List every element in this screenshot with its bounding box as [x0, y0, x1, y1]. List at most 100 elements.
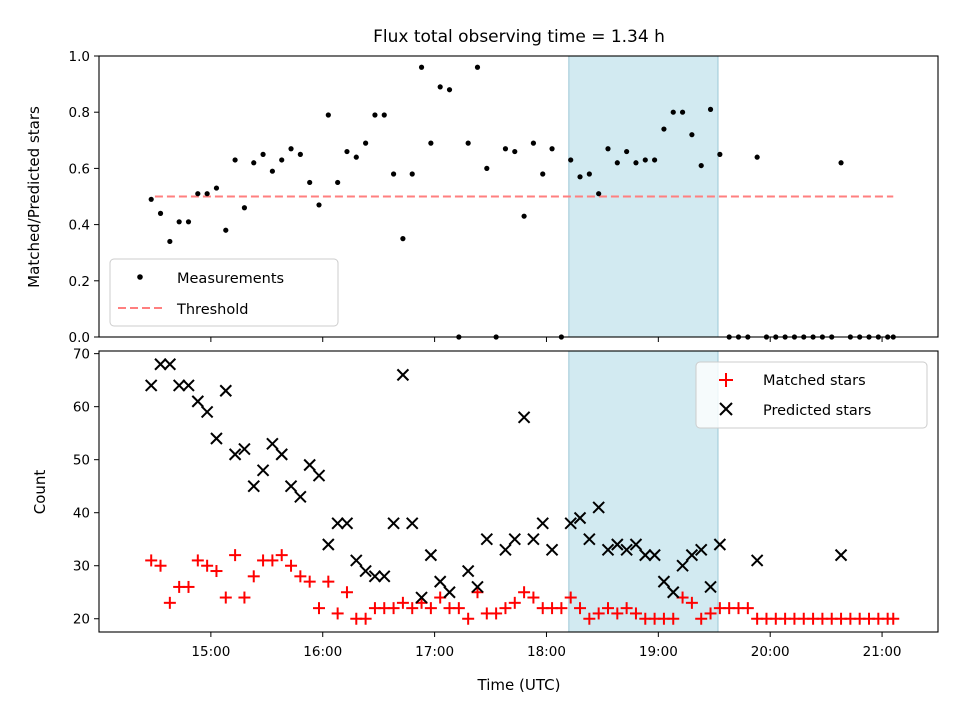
- predicted-star-point: [247, 479, 260, 493]
- measurement-point: [279, 157, 285, 163]
- measurement-point: [344, 148, 350, 155]
- measurement-point: [624, 148, 630, 155]
- predicted-star-point: [695, 543, 708, 557]
- predicted-star-point: [415, 591, 428, 604]
- predicted-star-point: [238, 442, 251, 456]
- measurement-point: [502, 146, 509, 152]
- predicted-star-point: [667, 586, 680, 599]
- x-axis-label: Time (UTC): [477, 676, 561, 694]
- predicted-star-point: [191, 395, 205, 408]
- y-tick-label: 30: [73, 559, 90, 575]
- matched-star-point: [704, 607, 717, 620]
- measurement-point: [446, 87, 453, 93]
- predicted-star-point: [210, 432, 223, 445]
- x-tick-label: 20:00: [751, 644, 790, 660]
- predicted-star-point: [228, 448, 242, 461]
- measurement-point: [465, 140, 471, 146]
- y-tick-label: 0.8: [69, 105, 90, 121]
- predicted-star-point: [424, 548, 438, 562]
- matched-star-point: [518, 586, 531, 599]
- measurement-point: [484, 165, 490, 171]
- predicted-star-point: [200, 405, 214, 419]
- measurement-point: [586, 171, 592, 177]
- top-panel: Flux total observing time = 1.34 h 0.00.…: [25, 27, 939, 346]
- predicted-star-point: [294, 490, 307, 504]
- measurement-point: [679, 109, 686, 115]
- predicted-star-point: [657, 575, 671, 588]
- matched-star-point: [592, 607, 605, 620]
- predicted-star-point: [499, 543, 512, 557]
- matched-star-point: [887, 612, 900, 625]
- measurement-point: [251, 160, 257, 166]
- matched-star-point: [331, 607, 344, 620]
- measurement-point: [754, 154, 760, 160]
- measurement-point: [409, 171, 415, 177]
- bottom-plot-frame: [98, 350, 939, 633]
- measurement-point: [288, 146, 294, 152]
- predicted-star-point: [834, 548, 848, 562]
- predicted-star-point: [322, 538, 335, 551]
- matched-star-point: [406, 602, 419, 615]
- matched-star-point: [583, 612, 596, 625]
- matched-star-point: [275, 549, 288, 562]
- matched-star-point: [490, 607, 503, 620]
- measurement-point: [698, 162, 704, 169]
- predicted-star-point: [368, 570, 382, 583]
- predicted-star-point: [219, 384, 232, 397]
- predicted-star-point: [163, 358, 177, 371]
- matched-star-point: [359, 612, 372, 625]
- measurement-point: [316, 202, 322, 208]
- measurement-point: [185, 219, 192, 225]
- measurement-point: [661, 126, 667, 132]
- predicted-star-point: [303, 458, 316, 472]
- measurement-point: [241, 205, 248, 211]
- measurement-point: [372, 112, 378, 118]
- measurement-point: [838, 160, 844, 166]
- x-tick-label: 19:00: [639, 644, 678, 660]
- predicted-star-point: [620, 543, 633, 557]
- predicted-star-point: [396, 368, 410, 382]
- predicted-star-point: [517, 411, 531, 424]
- matched-star-point: [629, 607, 642, 620]
- predicted-star-point: [312, 469, 326, 482]
- measurement-point: [521, 213, 527, 219]
- measurement-point: [512, 148, 518, 155]
- matched-star-point: [201, 559, 214, 572]
- x-tick-label: 21:00: [863, 644, 902, 660]
- matched-star-point: [266, 554, 279, 567]
- matched-star-point: [555, 602, 568, 615]
- measurement-point: [652, 157, 658, 163]
- predicted-star-point: [713, 538, 727, 551]
- predicted-star-point: [331, 517, 344, 530]
- predicted-star-point: [573, 511, 587, 525]
- measurement-point: [167, 238, 173, 245]
- matched-star-point: [685, 596, 698, 609]
- predicted-star-point: [639, 548, 652, 562]
- matched-star-point: [313, 602, 326, 615]
- x-tick-label: 16:00: [303, 644, 342, 660]
- predicted-star-point: [406, 517, 419, 530]
- measurement-point: [223, 227, 229, 233]
- legend-measurements-label: Measurements: [177, 271, 284, 287]
- predicted-star-point: [182, 379, 195, 392]
- predicted-star-point: [350, 554, 363, 567]
- y-tick-label: 40: [73, 506, 90, 522]
- matched-star-point: [294, 570, 307, 583]
- y-tick-label: 70: [73, 347, 90, 363]
- predicted-star-point: [480, 533, 494, 546]
- legend-predicted-label: Predicted stars: [763, 403, 871, 419]
- matched-star-point: [238, 591, 251, 604]
- measurement-point: [437, 84, 443, 90]
- matched-star-point: [219, 591, 232, 604]
- y-tick-label: 0.0: [69, 330, 90, 346]
- matched-star-point: [508, 596, 521, 609]
- predicted-star-point: [461, 564, 475, 578]
- predicted-star-point: [154, 358, 167, 371]
- measurement-point: [530, 140, 537, 146]
- bottom-legend-box: [695, 361, 928, 429]
- top-x-ticks: [210, 337, 883, 342]
- predicted-star-point: [387, 517, 400, 530]
- matched-star-point: [452, 602, 465, 615]
- matched-star-point: [424, 602, 437, 615]
